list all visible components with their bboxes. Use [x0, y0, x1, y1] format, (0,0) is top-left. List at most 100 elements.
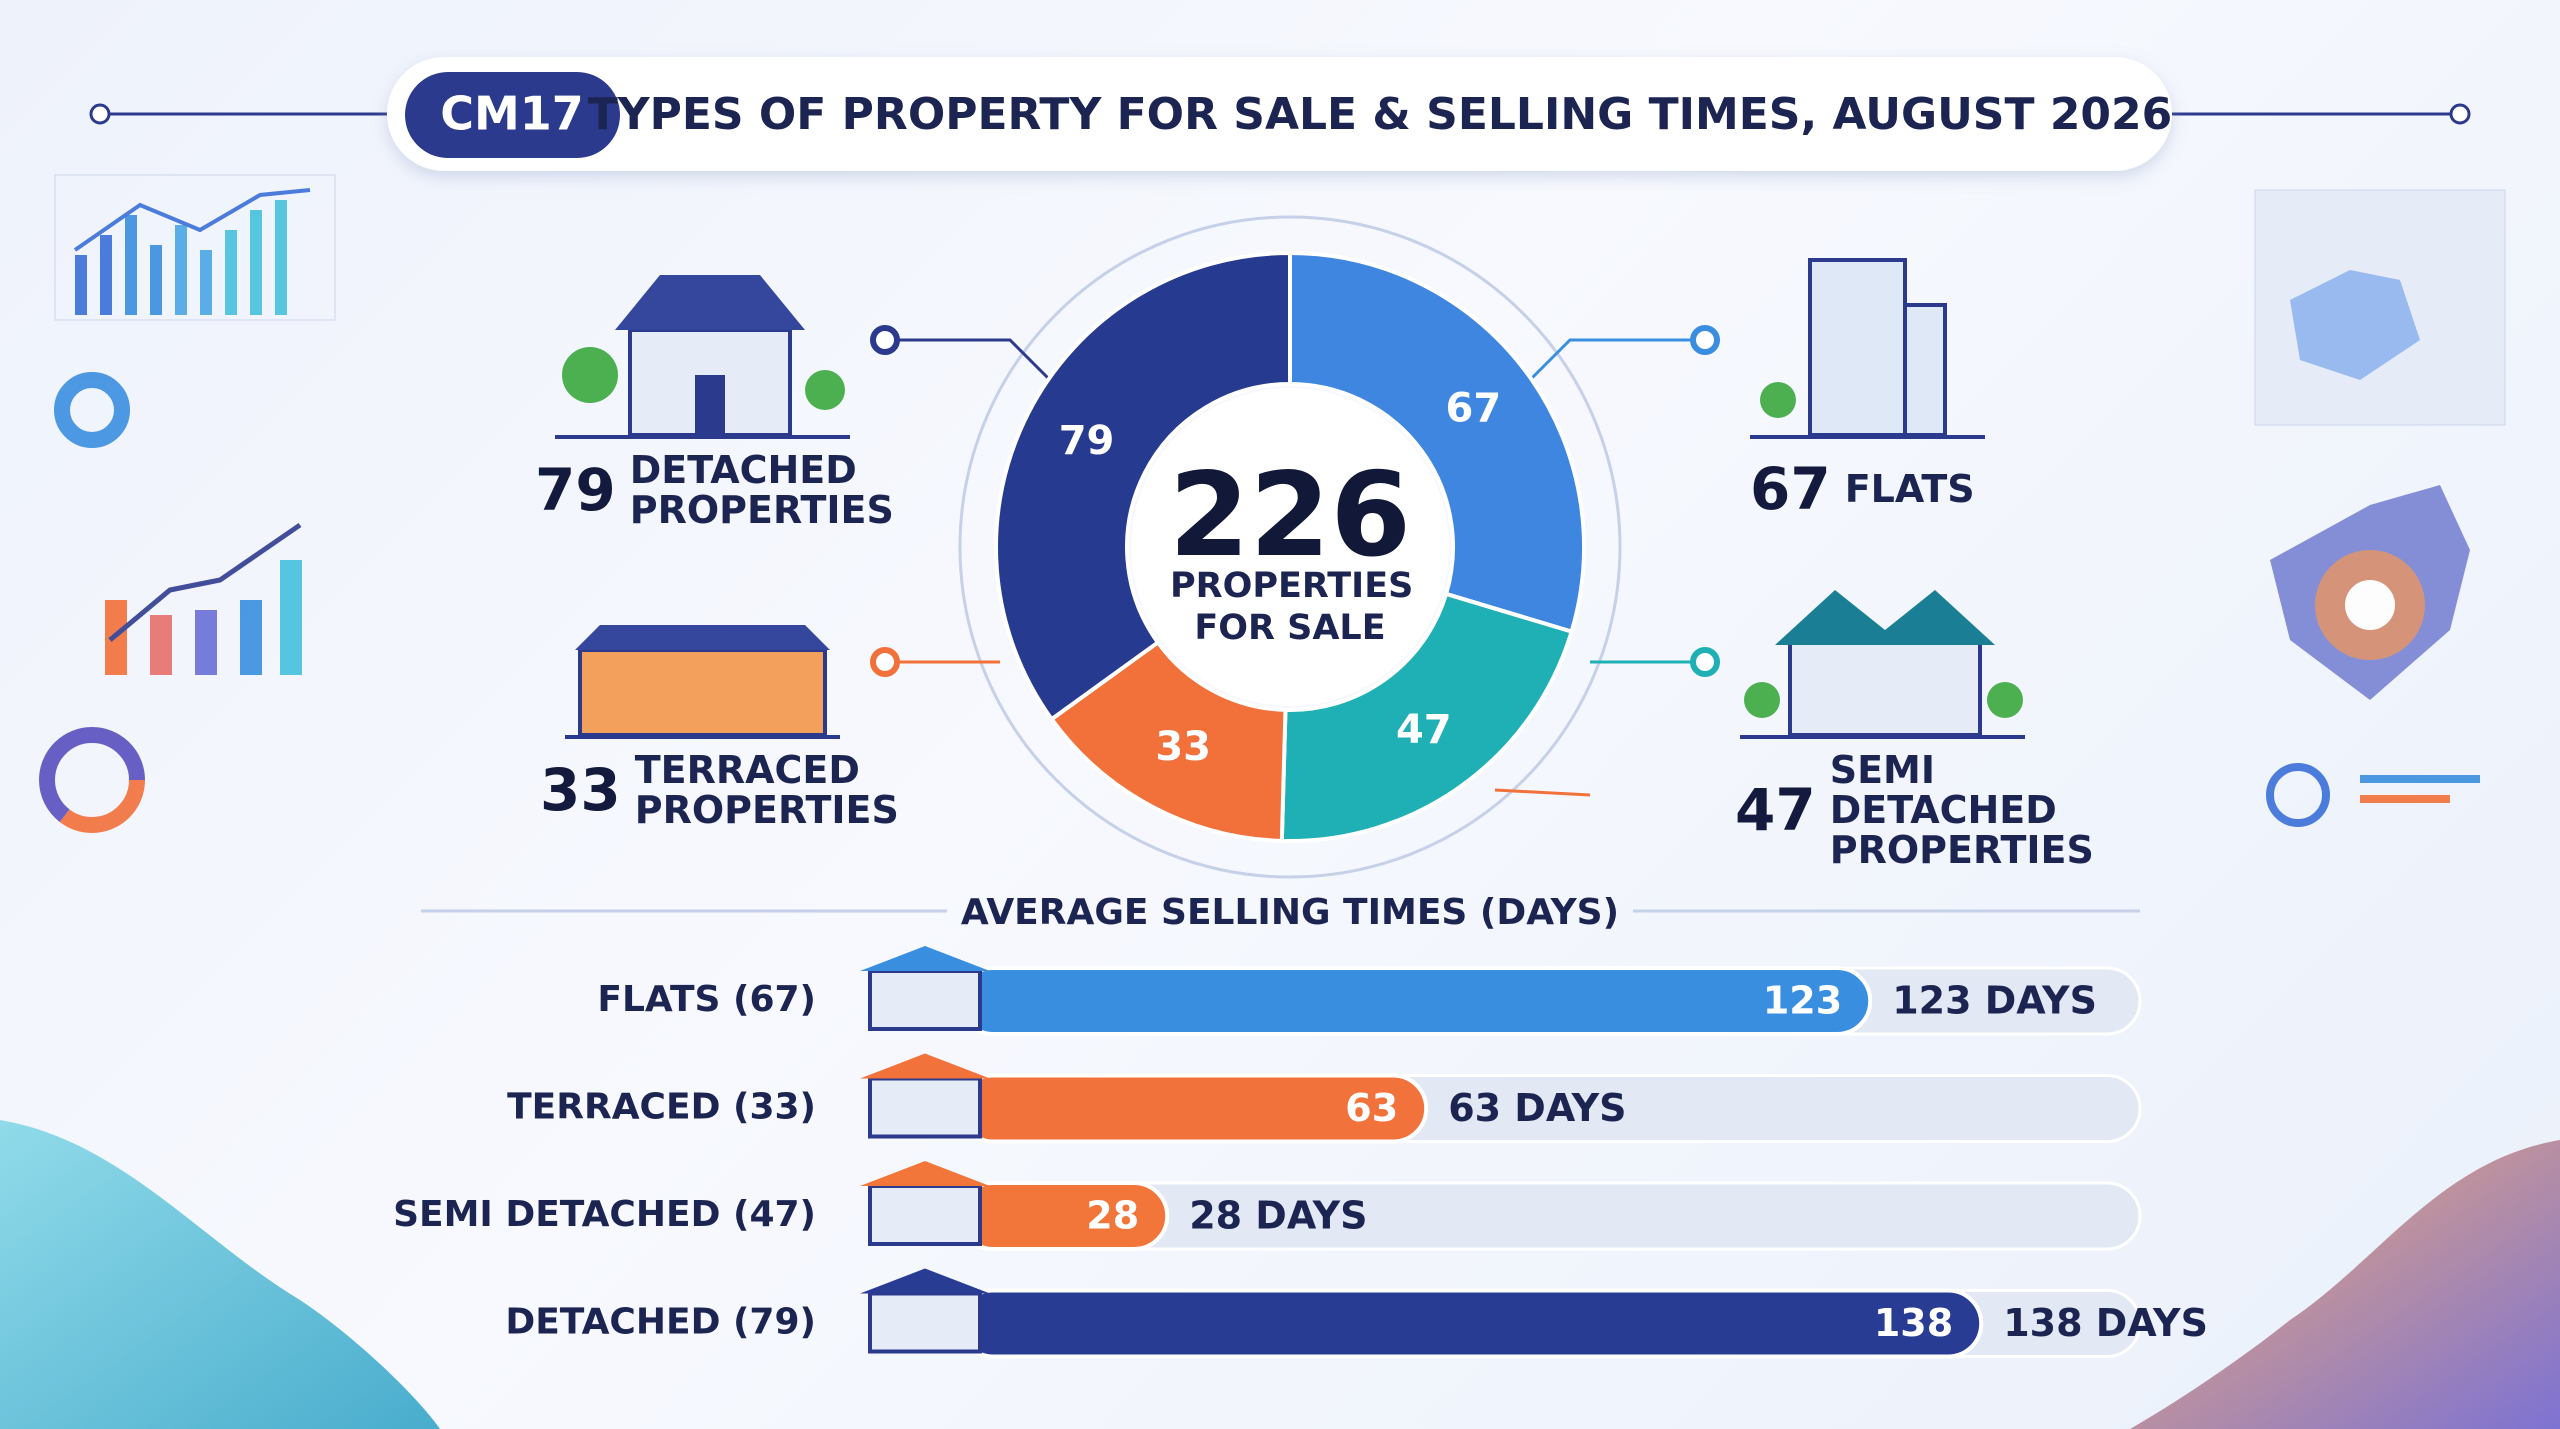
bar-value: 28: [1086, 1194, 1139, 1238]
callout-label: DETACHED PROPERTIES: [629, 448, 894, 532]
callout-value: 79: [535, 456, 616, 524]
callout-label: SEMI DETACHED PROPERTIES: [1829, 748, 2094, 872]
bar-icon-roof: [860, 1268, 990, 1294]
check-icon: [2266, 763, 2330, 827]
tree: [805, 370, 845, 410]
house-roof: [1775, 590, 1995, 645]
decor-left: [39, 174, 336, 833]
mini-bar: [175, 225, 187, 315]
bar-category: SEMI DETACHED (47): [393, 1194, 816, 1235]
bar-title: AVERAGE SELLING TIMES (DAYS): [961, 892, 1619, 933]
mini-bar: [195, 610, 217, 675]
bar-value: 123: [1763, 979, 1842, 1023]
mini-bar: [280, 560, 302, 675]
bar-value-label: 123 DAYS: [1892, 979, 2097, 1023]
bar-icon-roof: [860, 1053, 990, 1079]
mini-line: [2360, 795, 2450, 803]
mini-bar: [250, 210, 262, 315]
mini-bar: [240, 600, 262, 675]
corner-wave: [0, 1120, 440, 1429]
donut-segment: [1279, 591, 1575, 843]
connector-dot: [1690, 325, 1720, 355]
segment-label: 67: [1446, 386, 1502, 432]
segment-label: 33: [1155, 724, 1211, 770]
total-label: PROPERTIES FOR SALE: [1170, 566, 1414, 648]
bar-icon: [868, 1076, 982, 1139]
connectors: [885, 338, 1705, 797]
mini-bar: [150, 615, 172, 675]
callout-value: 47: [1735, 776, 1816, 844]
title: TYPES OF PROPERTY FOR SALE & SELLING TIM…: [588, 89, 2173, 140]
segment-label: 47: [1396, 707, 1452, 753]
rule-dot: [2449, 103, 2471, 125]
bar-chart: AVERAGE SELLING TIMES (DAYS) FLATS (67) 12…: [393, 892, 2208, 1359]
callout: 79 DETACHED PROPERTIES: [535, 450, 970, 530]
bar-value-label: 28 DAYS: [1189, 1194, 1367, 1238]
mini-bar: [275, 200, 287, 315]
tree: [1744, 682, 1780, 718]
map-region: [2290, 270, 2420, 380]
house-detached: [555, 275, 850, 439]
mini-bar: [150, 245, 162, 315]
total: 226: [1168, 448, 1412, 583]
bar-value-label: 138 DAYS: [2003, 1301, 2208, 1345]
house-body: [1788, 638, 1982, 737]
bar-icon-roof: [860, 946, 990, 971]
mini-donut: [54, 372, 130, 448]
callout-value: 33: [540, 756, 621, 824]
bar-icon: [868, 1184, 982, 1246]
bar: [958, 1288, 1984, 1359]
mini-panel: [54, 174, 336, 321]
callout: 47 SEMI DETACHED PROPERTIES: [1735, 750, 2170, 870]
mini-circle: [2345, 580, 2395, 630]
house-door: [695, 375, 725, 435]
donut-hole: [1131, 388, 1449, 706]
mini-line: [73, 188, 311, 252]
title-pill: [387, 57, 2172, 171]
rule-dot: [89, 103, 111, 125]
house-roof: [615, 275, 805, 330]
bar-category: TERRACED (33): [507, 1087, 816, 1128]
corner-wave: [2130, 1140, 2560, 1429]
segment-label: 79: [1059, 418, 1115, 464]
connector: [885, 338, 1052, 382]
badge: [405, 72, 620, 158]
donut-segment: [1288, 250, 1586, 635]
tree: [1987, 682, 2023, 718]
donut-ring: [958, 215, 1622, 879]
bar-icon: [868, 1291, 982, 1354]
callout: 33 TERRACED PROPERTIES: [540, 750, 975, 830]
mini-donut: [39, 727, 145, 833]
callout-label: TERRACED PROPERTIES: [634, 748, 899, 832]
mini-bar: [125, 215, 137, 315]
building: [1808, 258, 1907, 437]
donut: 67 47 33 79: [994, 250, 1586, 843]
house-flats: [1750, 258, 1985, 439]
connector: [1528, 338, 1705, 382]
bar-value-label: 63 DAYS: [1448, 1086, 1626, 1130]
bar-category: FLATS (67): [597, 979, 816, 1020]
tree: [562, 347, 618, 403]
house-semi: [1740, 590, 2025, 739]
mini-line: [2360, 775, 2480, 783]
house-body: [578, 648, 827, 737]
bar-category: DETACHED (79): [505, 1302, 816, 1343]
decor-right: [2254, 189, 2506, 827]
building: [1903, 303, 1947, 437]
donut-segment: [994, 250, 1292, 722]
callout: 67 FLATS: [1750, 455, 2185, 523]
connector-dot: [870, 325, 900, 355]
mini-line: [108, 522, 302, 642]
bar-icon-roof: [860, 1161, 990, 1186]
tree: [1760, 382, 1796, 418]
connector-dot: [1690, 647, 1720, 677]
bar-icon: [868, 969, 982, 1031]
mini-bar: [100, 235, 112, 315]
mini-bar: [75, 255, 87, 315]
callout-label: FLATS: [1844, 467, 1975, 511]
house-terraced: [565, 625, 840, 739]
connector: [1494, 788, 1591, 797]
bar-value: 138: [1874, 1301, 1953, 1345]
connector-dot: [870, 647, 900, 677]
